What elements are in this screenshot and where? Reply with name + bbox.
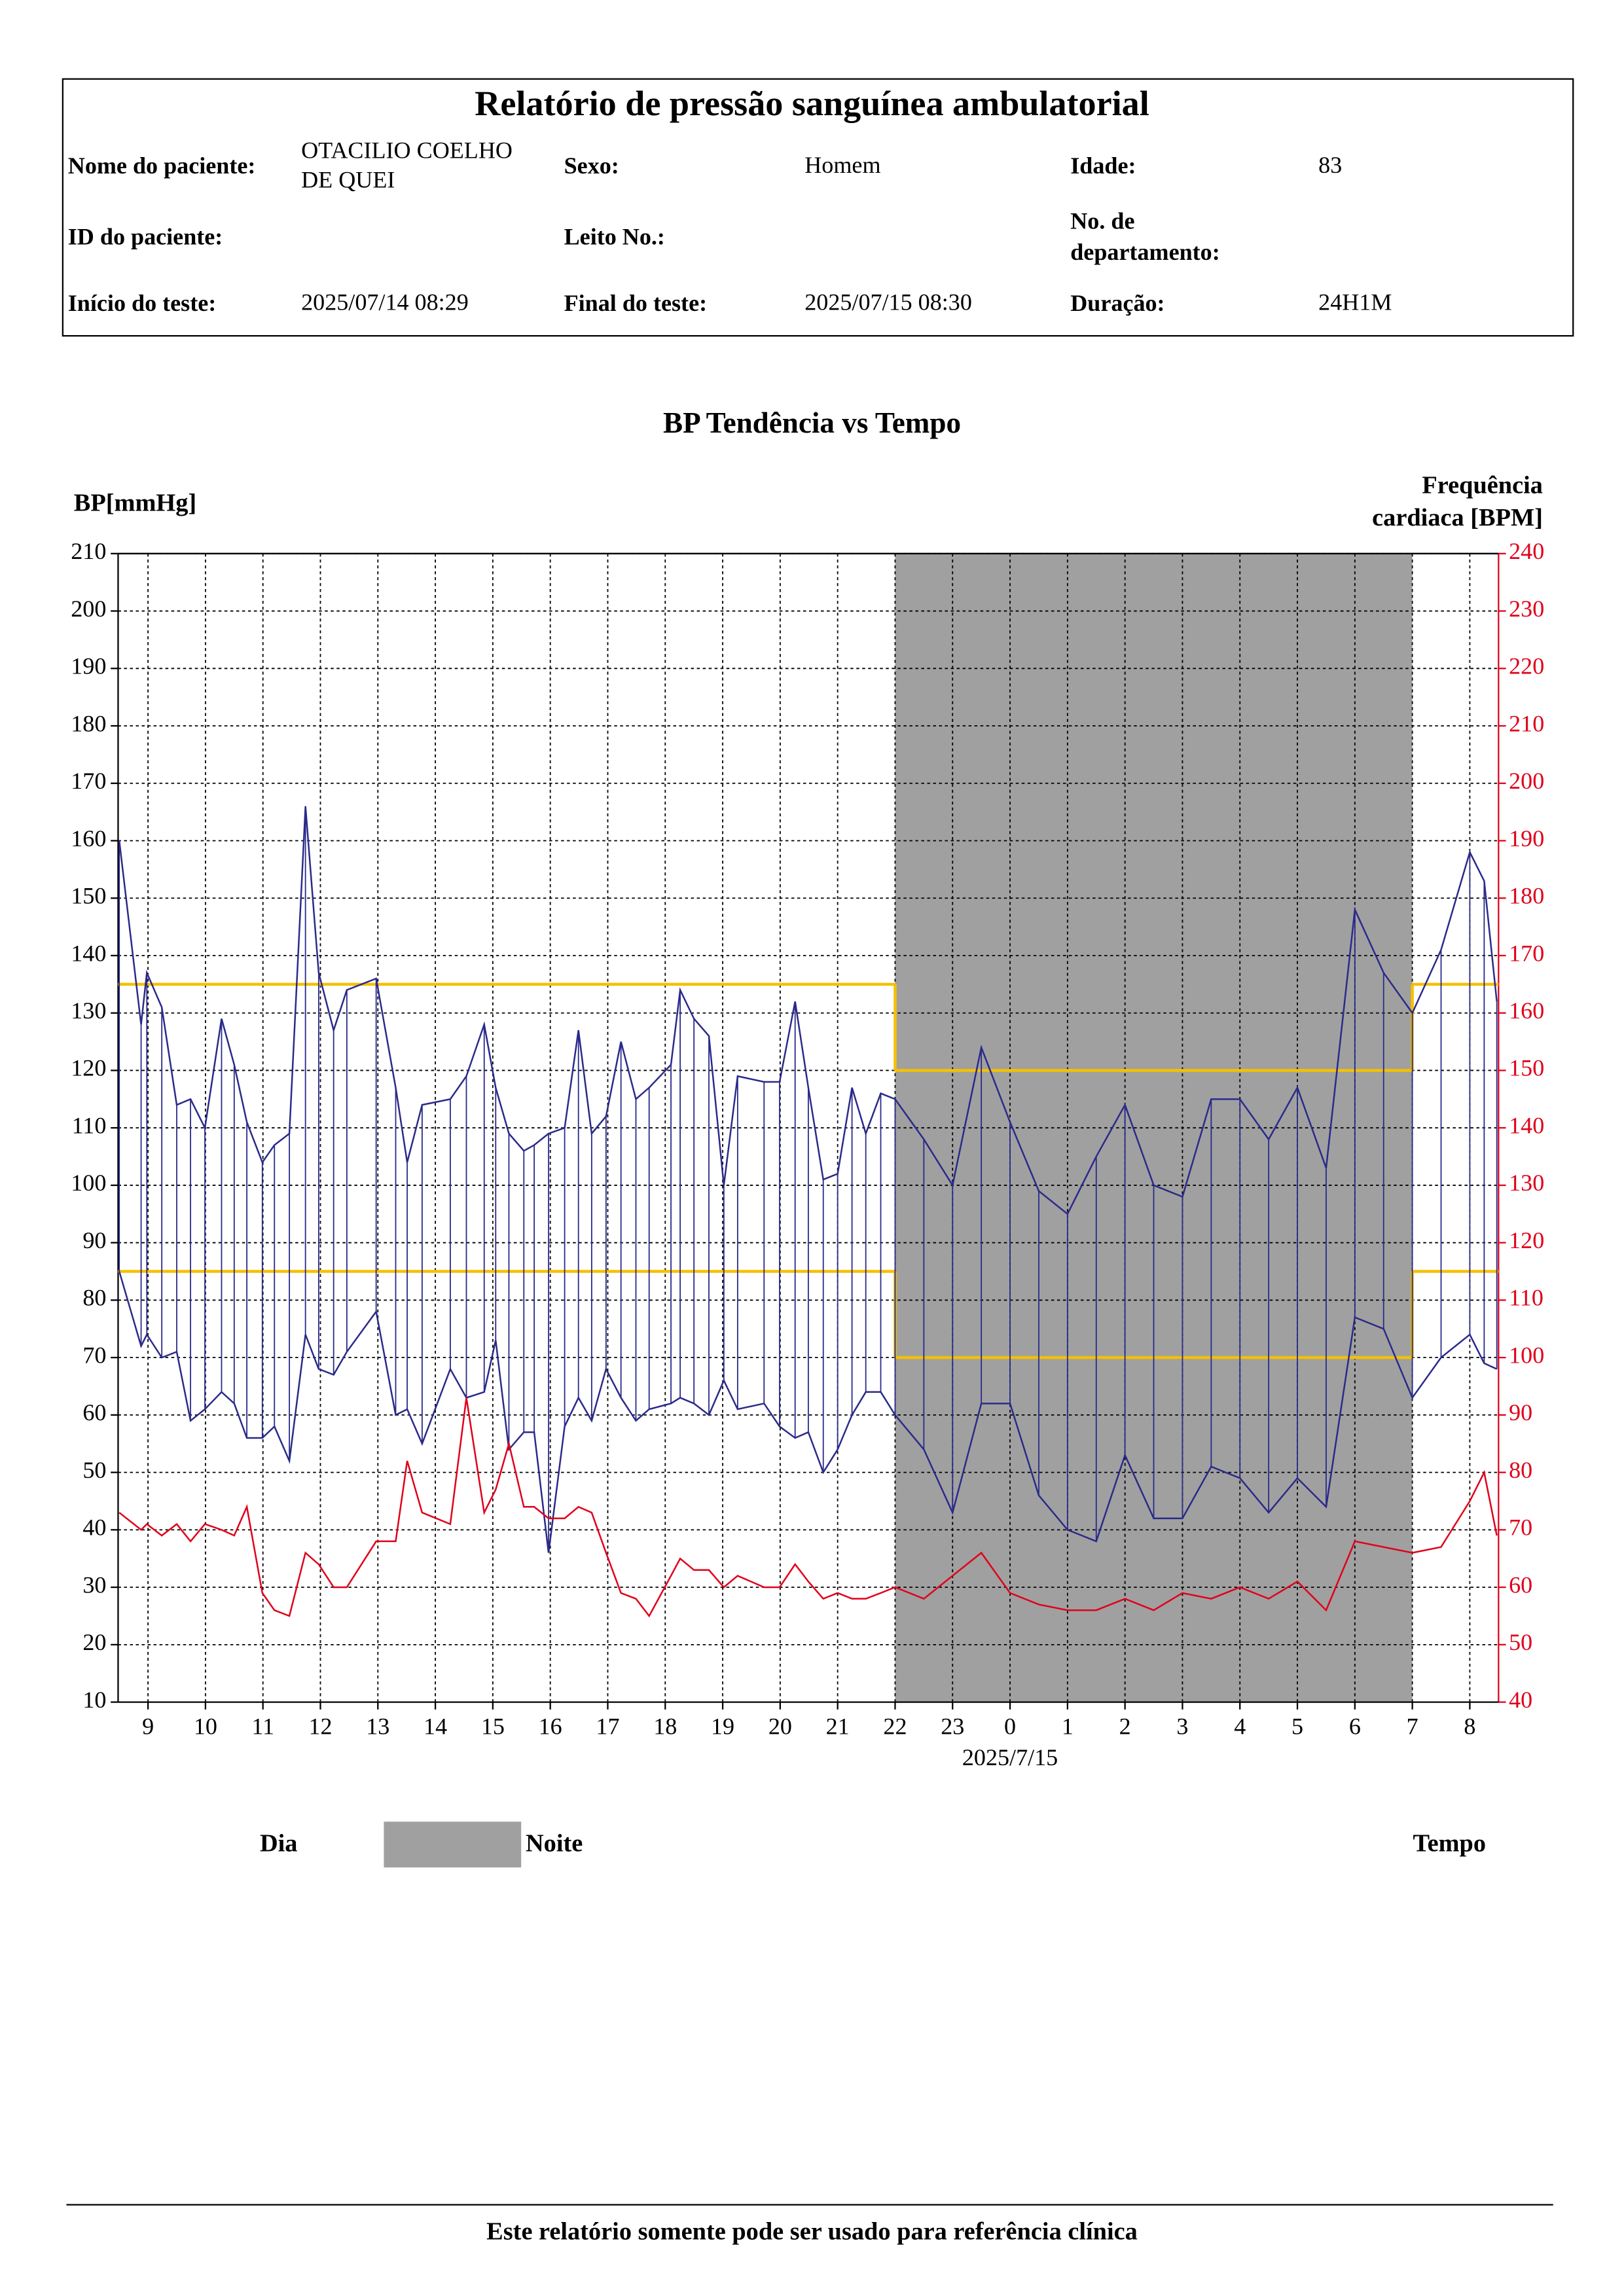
y-tick-label: 110 [72,1112,107,1138]
y2-axis-label: Frequência cardiaca [BPM] [1372,471,1543,531]
x-tick-label: 2 [1119,1713,1131,1739]
x-tick-label: 12 [308,1713,332,1739]
field-value: 24H1M [1318,291,1392,316]
y2-tick-label: 160 [1509,997,1544,1024]
y-tick-label: 150 [71,883,106,909]
y-tick-label: 40 [82,1515,106,1541]
y-tick-label: 180 [71,710,106,736]
y-tick-label: 90 [82,1227,106,1253]
y2-tick-label: 110 [1509,1285,1543,1311]
y2-tick-label: 130 [1509,1170,1544,1196]
y2-tick-label: 60 [1509,1571,1532,1598]
y-tick-label: 20 [82,1629,106,1655]
x-tick-label: 1 [1062,1713,1074,1739]
x-tick-label: 9 [142,1713,154,1739]
y2-tick-label: 190 [1509,825,1544,852]
report-title: Relatório de pressão sanguínea ambulator… [475,85,1149,124]
header-box [62,78,1574,337]
x-tick-label: 19 [711,1713,734,1739]
footer: Este relatório somente pode ser usado pa… [486,2217,1138,2246]
x-tick-label: 13 [366,1713,389,1739]
footer-rule [66,2204,1553,2206]
y2-tick-label: 240 [1509,538,1544,564]
heart-rate-line [118,1397,1498,1618]
field-value: OTACILIO COELHO DE QUEI [301,139,513,194]
y2-tick-label: 120 [1509,1227,1544,1253]
field-value: 2025/07/14 08:29 [301,291,469,316]
x-tick-label: 20 [768,1713,792,1739]
y-tick-label: 100 [71,1170,106,1196]
field-label: No. de departamento: [1070,209,1220,266]
x-tick-label: 5 [1291,1713,1303,1739]
field-label: Início do teste: [67,291,217,317]
field-label: Duração: [1070,291,1165,317]
x-tick-label: 15 [481,1713,505,1739]
y2-tick-label: 170 [1509,940,1544,966]
date-label: 2025/7/15 [962,1744,1058,1770]
y-tick-label: 50 [82,1457,106,1483]
field-label: Final do teste: [564,291,708,317]
x-tick-label: 21 [826,1713,850,1739]
legend-night-swatch [384,1821,522,1868]
y-tick-label: 60 [82,1399,106,1426]
y2-tick-label: 150 [1509,1055,1544,1081]
x-tick-label: 16 [539,1713,562,1739]
field-label: ID do paciente: [67,224,223,251]
x-tick-label: 7 [1407,1713,1418,1739]
field-label: Leito No.: [564,224,665,251]
y-tick-label: 210 [71,538,106,564]
y-tick-label: 30 [82,1571,106,1598]
x-tick-label: 18 [653,1713,677,1739]
x-tick-label: 22 [883,1713,907,1739]
x-tick-label: 3 [1176,1713,1188,1739]
field-label: Sexo: [564,154,619,180]
x-tick-label: 10 [194,1713,217,1739]
y2-tick-label: 140 [1509,1112,1544,1138]
field-value: 83 [1318,153,1343,179]
y-tick-label: 80 [82,1285,106,1311]
y-tick-label: 70 [82,1342,106,1368]
bp-line [118,1271,1498,1553]
y-tick-label: 190 [71,653,106,679]
x-tick-label: 4 [1234,1713,1246,1739]
y2-tick-label: 220 [1509,653,1544,679]
y2-tick-label: 40 [1509,1687,1532,1713]
y2-tick-label: 230 [1509,596,1544,622]
bp-line [118,806,1498,1215]
legend-night: Noite [525,1829,583,1857]
y2-tick-label: 180 [1509,883,1544,909]
y-tick-label: 120 [71,1055,106,1081]
y2-tick-label: 90 [1509,1399,1532,1426]
field-label: Nome do paciente: [67,154,256,180]
y-tick-label: 160 [71,825,106,852]
y-tick-label: 10 [82,1687,106,1713]
y-tick-label: 170 [71,768,106,794]
field-label: Idade: [1070,154,1136,180]
y2-tick-label: 210 [1509,710,1544,736]
legend-day: Dia [259,1829,298,1857]
y2-tick-label: 70 [1509,1515,1532,1541]
x-tick-label: 17 [596,1713,619,1739]
chart-title: BP Tendência vs Tempo [663,407,962,440]
y-tick-label: 140 [71,940,106,966]
x-tick-label: 6 [1349,1713,1361,1739]
x-tick-label: 8 [1464,1713,1475,1739]
y-tick-label: 200 [71,596,106,622]
y-tick-label: 130 [71,997,106,1024]
field-value: 2025/07/15 08:30 [804,291,972,316]
x-axis-label: Tempo [1413,1829,1487,1857]
x-tick-label: 14 [424,1713,447,1739]
field-value: Homem [804,153,881,179]
x-tick-label: 11 [251,1713,274,1739]
x-tick-label: 23 [941,1713,964,1739]
y2-tick-label: 100 [1509,1342,1544,1368]
y2-tick-label: 80 [1509,1457,1532,1483]
x-tick-label: 0 [1004,1713,1016,1739]
y2-tick-label: 200 [1509,768,1544,794]
y-axis-label: BP[mmHg] [73,488,197,517]
y2-tick-label: 50 [1509,1629,1532,1655]
